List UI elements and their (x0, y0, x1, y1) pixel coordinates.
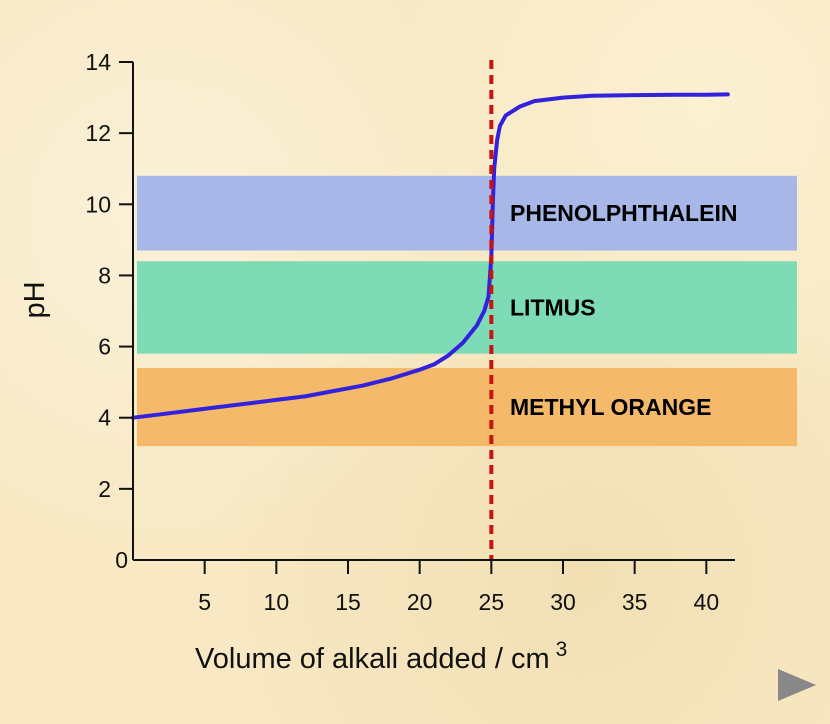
y-tick-label-14: 14 (85, 49, 111, 75)
y-tick-label-12: 12 (85, 120, 111, 146)
x-tick-label-30: 30 (550, 589, 576, 615)
band-phenolphthalein (137, 175, 797, 251)
x-tick-label-40: 40 (694, 589, 720, 615)
band-labels: PHENOLPHTHALEIN LITMUS METHYL ORANGE (510, 200, 737, 420)
band-label-phenolphthalein: PHENOLPHTHALEIN (510, 200, 737, 226)
band-label-litmus: LITMUS (510, 294, 596, 320)
axes: 0 2 4 6 8 10 12 14 5 10 15 20 25 30 35 40 (85, 49, 735, 615)
titration-curve-layer (131, 60, 730, 560)
next-slide-button[interactable] (776, 668, 818, 702)
x-tick-label-20: 20 (407, 589, 433, 615)
y-tick-label-6: 6 (98, 334, 111, 360)
y-tick-label-4: 4 (98, 405, 111, 431)
band-label-methyl-orange: METHYL ORANGE (510, 394, 711, 420)
y-tick-label-2: 2 (98, 476, 111, 502)
band-methyl-orange (137, 367, 797, 447)
y-axis-title: pH (19, 281, 51, 318)
y-tick-label-8: 8 (98, 262, 111, 288)
x-tick-label-15: 15 (335, 589, 361, 615)
x-tick-label-25: 25 (479, 589, 505, 615)
x-axis-title-text: Volume of alkali added / cm (195, 643, 550, 675)
titration-curve (131, 92, 730, 420)
x-tick-label-5: 5 (198, 589, 211, 615)
x-axis-title-superscript: 3 (556, 638, 568, 661)
y-tick-label-0: 0 (115, 547, 128, 573)
y-tick-label-10: 10 (85, 191, 111, 217)
play-arrow-icon (778, 669, 816, 701)
indicator-bands (137, 175, 797, 447)
x-axis-title: Volume of alkali added / cm 3 (195, 638, 567, 675)
x-tick-label-10: 10 (264, 589, 290, 615)
x-tick-label-35: 35 (622, 589, 648, 615)
